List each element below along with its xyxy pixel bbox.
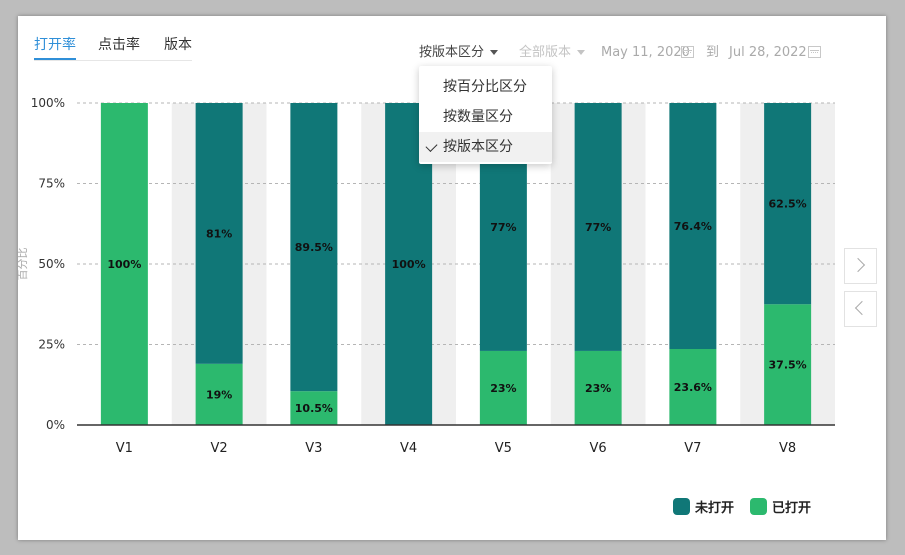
group-by-menu: 按百分比区分 按数量区分 按版本区分 <box>419 66 552 164</box>
data-label-opened: 23% <box>490 382 516 395</box>
legend-label: 已打开 <box>772 500 811 516</box>
x-tick-label: V2 <box>211 441 228 456</box>
y-tick-label: 25% <box>38 338 65 352</box>
data-label-unopened: 77% <box>585 221 611 234</box>
menu-item-by-count[interactable]: 按数量区分 <box>419 102 552 132</box>
legend-swatch <box>673 498 690 515</box>
tab-open-rate[interactable]: 打开率 <box>34 37 76 60</box>
chart-panel: 打开率 点击率 版本 按版本区分 全部版本 May 11, 2020 到 Jul… <box>18 16 886 540</box>
bar-opened <box>195 363 243 425</box>
check-icon <box>425 139 438 153</box>
bar-opened <box>290 391 338 425</box>
tab-bar: 打开率 点击率 版本 <box>34 36 192 61</box>
version-filter-dropdown[interactable]: 全部版本 <box>519 44 586 62</box>
version-filter-label: 全部版本 <box>519 45 572 60</box>
data-label-unopened: 77% <box>490 221 516 234</box>
tab-click-rate[interactable]: 点击率 <box>98 37 140 53</box>
menu-item-by-percentage[interactable]: 按百分比区分 <box>419 72 552 102</box>
y-tick-label: 100% <box>31 96 65 110</box>
date-from-input[interactable]: May 11, 2020 <box>601 45 690 60</box>
date-to-input[interactable]: Jul 28, 2022 <box>729 45 807 60</box>
prev-page-button[interactable] <box>844 291 877 327</box>
y-axis-label: 百分比 <box>18 248 29 281</box>
bar-opened <box>669 349 717 425</box>
menu-item-label: 按数量区分 <box>443 109 513 125</box>
bar-unopened <box>195 103 243 364</box>
chevron-left-icon <box>854 300 870 316</box>
y-tick-label: 75% <box>38 177 65 191</box>
group-by-label: 按版本区分 <box>419 45 485 60</box>
menu-item-by-version[interactable]: 按版本区分 <box>419 132 552 162</box>
data-label-opened: 23.6% <box>674 381 712 394</box>
tab-version[interactable]: 版本 <box>164 37 192 53</box>
caret-down-icon <box>490 50 499 55</box>
bar-opened <box>574 350 622 425</box>
data-label-unopened: 76.4% <box>674 220 712 233</box>
bar-opened <box>764 304 812 425</box>
data-label-opened: 19% <box>206 388 232 401</box>
x-tick-label: V8 <box>779 441 796 456</box>
chevron-right-icon <box>850 257 866 273</box>
legend-label: 未打开 <box>694 500 734 516</box>
data-label-unopened: 62.5% <box>769 198 807 211</box>
caret-down-icon <box>577 50 586 55</box>
y-tick-label: 50% <box>38 257 65 271</box>
date-separator: 到 <box>706 45 720 60</box>
bar-opened <box>479 350 527 425</box>
data-label-opened: 100% <box>107 258 141 271</box>
data-label-opened: 23% <box>585 382 611 395</box>
bar-opened <box>100 103 148 425</box>
bar-unopened <box>290 103 338 392</box>
x-tick-label: V7 <box>684 441 701 456</box>
data-label-unopened: 81% <box>206 227 232 240</box>
y-tick-label: 0% <box>46 418 65 432</box>
data-label-unopened: 89.5% <box>295 241 333 254</box>
data-label-unopened: 100% <box>392 258 426 271</box>
next-page-button[interactable] <box>844 248 877 284</box>
calendar-icon[interactable] <box>681 46 694 58</box>
x-tick-label: V5 <box>495 441 512 456</box>
data-label-opened: 37.5% <box>769 359 807 372</box>
bar-unopened <box>669 103 717 350</box>
x-tick-label: V1 <box>116 441 133 456</box>
bar-unopened <box>574 103 622 351</box>
legend-swatch <box>750 498 767 515</box>
bar-unopened <box>764 103 812 305</box>
menu-item-label: 按百分比区分 <box>443 79 527 95</box>
calendar-icon[interactable] <box>808 46 821 58</box>
menu-item-label: 按版本区分 <box>443 139 513 155</box>
data-label-opened: 10.5% <box>295 402 333 415</box>
x-tick-label: V6 <box>590 441 607 456</box>
x-tick-label: V3 <box>305 441 322 456</box>
x-tick-label: V4 <box>400 441 417 456</box>
group-by-dropdown[interactable]: 按版本区分 <box>419 44 499 62</box>
